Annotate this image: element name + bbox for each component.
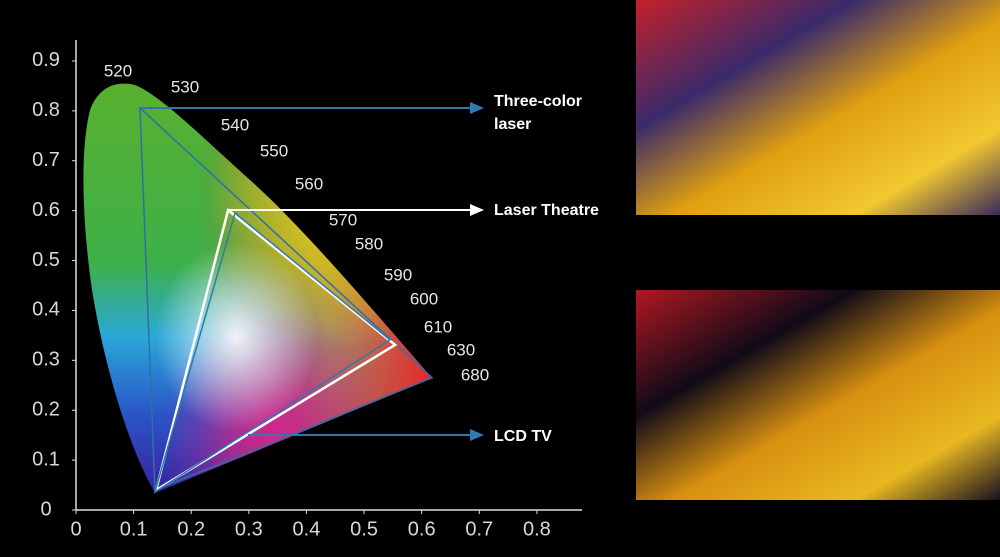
- y-tick-label: 0.5: [32, 249, 60, 271]
- wavelength-label: 570: [329, 210, 357, 229]
- x-tick-label: 0.7: [465, 518, 493, 540]
- arrow-head: [470, 429, 484, 441]
- x-tick-label: 0.1: [120, 518, 148, 540]
- arrow-head: [470, 102, 484, 114]
- y-tick-label: 0.9: [32, 49, 60, 71]
- x-tick-label: 0.2: [177, 518, 205, 540]
- wavelength-label: 600: [410, 289, 438, 308]
- y-tick-label: 0.4: [32, 299, 60, 321]
- wavelength-label: 540: [221, 115, 249, 134]
- x-tick-label: 0.6: [408, 518, 436, 540]
- y-tick-label: 0.3: [32, 349, 60, 371]
- y-tick-label: 0: [40, 498, 51, 520]
- gamut-triangle: [154, 207, 398, 493]
- wavelength-label: 680: [461, 365, 489, 384]
- y-tick-label: 0.8: [32, 99, 60, 121]
- wavelength-label: 580: [355, 234, 383, 253]
- gamut-triangle: [139, 106, 434, 492]
- photo-wide-gamut: [636, 0, 1000, 215]
- wavelength-label: 530: [171, 77, 199, 96]
- wavelength-label: 560: [295, 174, 323, 193]
- wavelength-label: 550: [260, 141, 288, 160]
- x-tick-label: 0: [70, 518, 81, 540]
- x-tick-label: 0.5: [350, 518, 378, 540]
- x-tick-label: 0.3: [235, 518, 263, 540]
- y-tick-label: 0.2: [32, 398, 60, 420]
- x-tick-label: 0.8: [523, 518, 551, 540]
- wavelength-label: 610: [424, 317, 452, 336]
- x-tick-label: 0.4: [293, 518, 321, 540]
- series-label: Three-color laser: [494, 93, 583, 133]
- y-tick-label: 0.6: [32, 199, 60, 221]
- gamut-triangle: [153, 211, 392, 494]
- photo-narrow-gamut: [636, 290, 1000, 500]
- series-label: LCD TV: [494, 428, 552, 445]
- y-tick-label: 0.7: [32, 149, 60, 171]
- arrow-head: [470, 204, 484, 216]
- series-label: Laser Theatre: [494, 202, 599, 219]
- wavelength-label: 630: [447, 340, 475, 359]
- wavelength-label: 590: [384, 265, 412, 284]
- wavelength-label: 520: [104, 61, 132, 80]
- y-tick-label: 0.1: [32, 448, 60, 470]
